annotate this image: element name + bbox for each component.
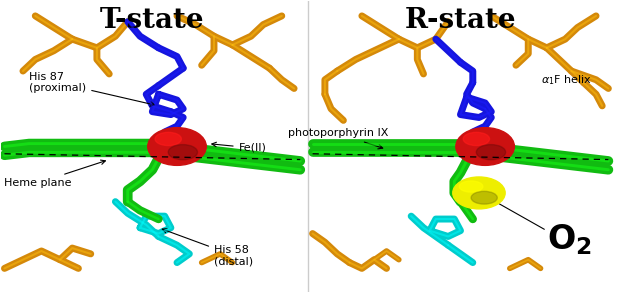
Text: $\alpha_1$F helix: $\alpha_1$F helix bbox=[540, 73, 591, 87]
Ellipse shape bbox=[148, 128, 206, 165]
Ellipse shape bbox=[463, 132, 490, 146]
Ellipse shape bbox=[155, 132, 181, 146]
Ellipse shape bbox=[452, 177, 505, 209]
Text: $\mathbf{O_2}$: $\mathbf{O_2}$ bbox=[547, 222, 592, 257]
Text: His 87
(proximal): His 87 (proximal) bbox=[29, 72, 155, 106]
Ellipse shape bbox=[168, 145, 197, 160]
Text: photoporphyrin IX: photoporphyrin IX bbox=[288, 128, 388, 149]
Ellipse shape bbox=[477, 145, 506, 160]
Text: His 58
(distal): His 58 (distal) bbox=[162, 229, 253, 266]
Text: T-state: T-state bbox=[100, 7, 205, 34]
Text: Heme plane: Heme plane bbox=[4, 160, 105, 188]
Text: Fe(II): Fe(II) bbox=[212, 142, 267, 153]
Ellipse shape bbox=[471, 191, 497, 204]
Text: R-state: R-state bbox=[405, 7, 516, 34]
Ellipse shape bbox=[459, 181, 483, 192]
Ellipse shape bbox=[456, 128, 514, 165]
